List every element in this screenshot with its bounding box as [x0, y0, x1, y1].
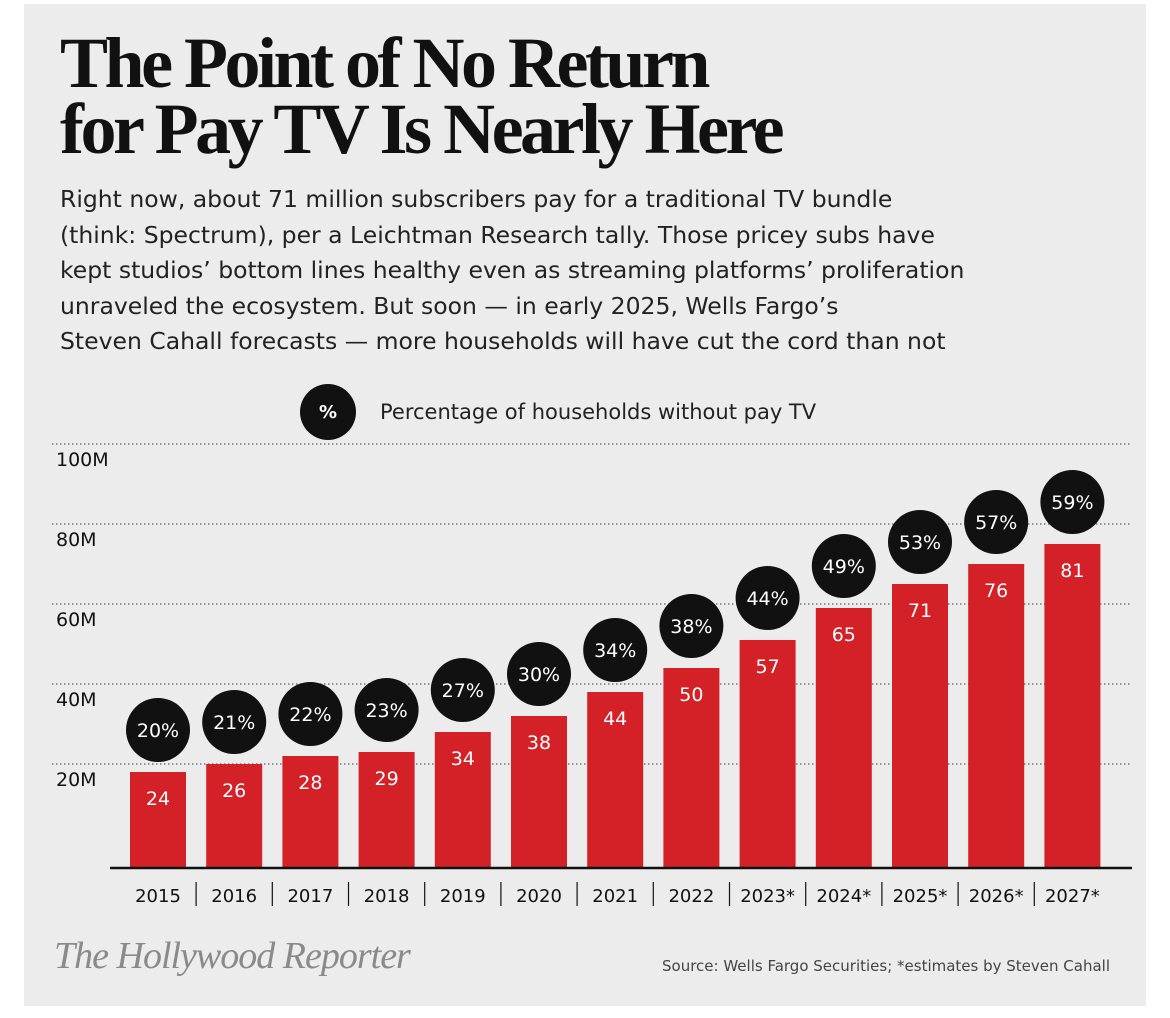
bar	[1044, 544, 1101, 868]
bar-value-label: 34	[451, 748, 475, 770]
percent-label: 23%	[365, 700, 407, 722]
percent-badge	[583, 618, 648, 682]
percent-label: 21%	[213, 712, 255, 734]
bar	[739, 640, 796, 868]
y-tick-label: 40M	[56, 689, 97, 711]
bar-value-label: 29	[375, 768, 399, 790]
subtitle-line-4: unraveled the ecosystem. But soon — in e…	[60, 291, 839, 320]
title-line-1: The Point of No Return	[60, 23, 710, 103]
legend-label: Percentage of households without pay TV	[380, 400, 817, 424]
percent-label: 53%	[899, 532, 941, 554]
percent-badge	[811, 534, 876, 598]
subtitle-line-5: Steven Cahall forecasts — more household…	[60, 327, 946, 356]
bar-chart: 20M 40M 60M 80M 100M 24 20% 26 21% 28 22% 29 23% 34 27…	[52, 443, 1132, 907]
bar-value-label: 71	[908, 600, 932, 622]
x-tick-label: 2015	[135, 886, 181, 907]
bar-value-label: 38	[527, 732, 551, 754]
legend-percent-badge: %	[300, 384, 356, 440]
bar-value-label: 26	[222, 780, 246, 802]
percent-badge	[202, 690, 267, 754]
y-tick-label: 80M	[56, 529, 97, 551]
subtitle-line-2: (think: Spectrum), per a Leichtman Resea…	[60, 220, 935, 249]
bar-value-label: 76	[984, 580, 1008, 602]
percent-badge	[278, 682, 343, 746]
chart-legend: % Percentage of households without pay T…	[300, 384, 816, 440]
subtitle-line-3: kept studios’ bottom lines healthy even …	[60, 256, 965, 285]
bar	[206, 764, 263, 868]
bar-value-label: 24	[146, 788, 170, 810]
x-tick-label: 2021	[592, 886, 638, 907]
bar	[511, 716, 567, 868]
x-tick-label: 2022	[668, 886, 714, 907]
y-tick-label: 20M	[56, 769, 97, 791]
x-tick-label: 2027*	[1045, 886, 1100, 907]
page-title: The Point of No Return for Pay TV Is Nea…	[60, 23, 785, 169]
percent-badge	[430, 658, 495, 722]
x-tick-label: 2026*	[969, 886, 1024, 907]
x-tick-label: 2020	[516, 886, 562, 907]
percent-label: 38%	[670, 616, 712, 638]
bar	[892, 584, 948, 868]
bar-value-label: 28	[298, 772, 322, 794]
percent-label: 20%	[137, 720, 179, 742]
source-note: Source: Wells Fargo Securities; *estimat…	[662, 957, 1110, 975]
hollywood-reporter-logo: The Hollywood Reporter	[54, 935, 411, 977]
bar-value-label: 65	[832, 624, 856, 646]
x-tick-label: 2019	[440, 886, 486, 907]
percent-label: 57%	[975, 512, 1017, 534]
percent-badge	[1040, 470, 1105, 534]
percent-label: 27%	[442, 680, 484, 702]
bar-value-label: 44	[603, 708, 627, 730]
percent-badge	[354, 678, 419, 742]
percent-label: 49%	[823, 556, 865, 578]
percent-badge	[659, 594, 724, 658]
bar	[815, 608, 872, 868]
bar	[358, 752, 415, 868]
percent-label: 34%	[594, 640, 636, 662]
bar-value-label: 81	[1060, 560, 1084, 582]
bar	[282, 756, 339, 868]
bar	[968, 564, 1025, 868]
x-tick-label: 2025*	[893, 886, 948, 907]
percent-label: 59%	[1051, 492, 1093, 514]
x-tick-label: 2018	[364, 886, 410, 907]
infographic-card: The Point of No Return for Pay TV Is Nea…	[24, 4, 1146, 1006]
percent-badge	[507, 642, 571, 706]
bar	[663, 668, 720, 868]
percent-badge	[735, 566, 800, 630]
subtitle-line-1: Right now, about 71 million subscribers …	[60, 185, 893, 213]
title-line-2: for Pay TV Is Nearly Here	[60, 89, 785, 169]
percent-label: 44%	[746, 588, 788, 610]
bar	[130, 772, 186, 868]
x-tick-label: 2023*	[740, 886, 795, 907]
bar	[434, 732, 491, 868]
x-tick-label: 2017	[287, 886, 333, 907]
percent-label: 22%	[289, 704, 331, 726]
bar-value-label: 57	[756, 656, 780, 678]
percent-badge	[964, 490, 1029, 554]
y-tick-label: 100M	[56, 449, 109, 471]
bar	[587, 692, 644, 868]
bar-value-label: 50	[679, 684, 703, 706]
subtitle: Right now, about 71 million subscribers …	[60, 182, 1120, 360]
x-tick-label: 2016	[211, 886, 257, 907]
percent-label: 30%	[518, 664, 560, 686]
x-tick-label: 2024*	[816, 886, 871, 907]
percent-badge	[888, 510, 952, 574]
percent-badge	[126, 698, 190, 762]
y-tick-label: 60M	[56, 609, 97, 631]
